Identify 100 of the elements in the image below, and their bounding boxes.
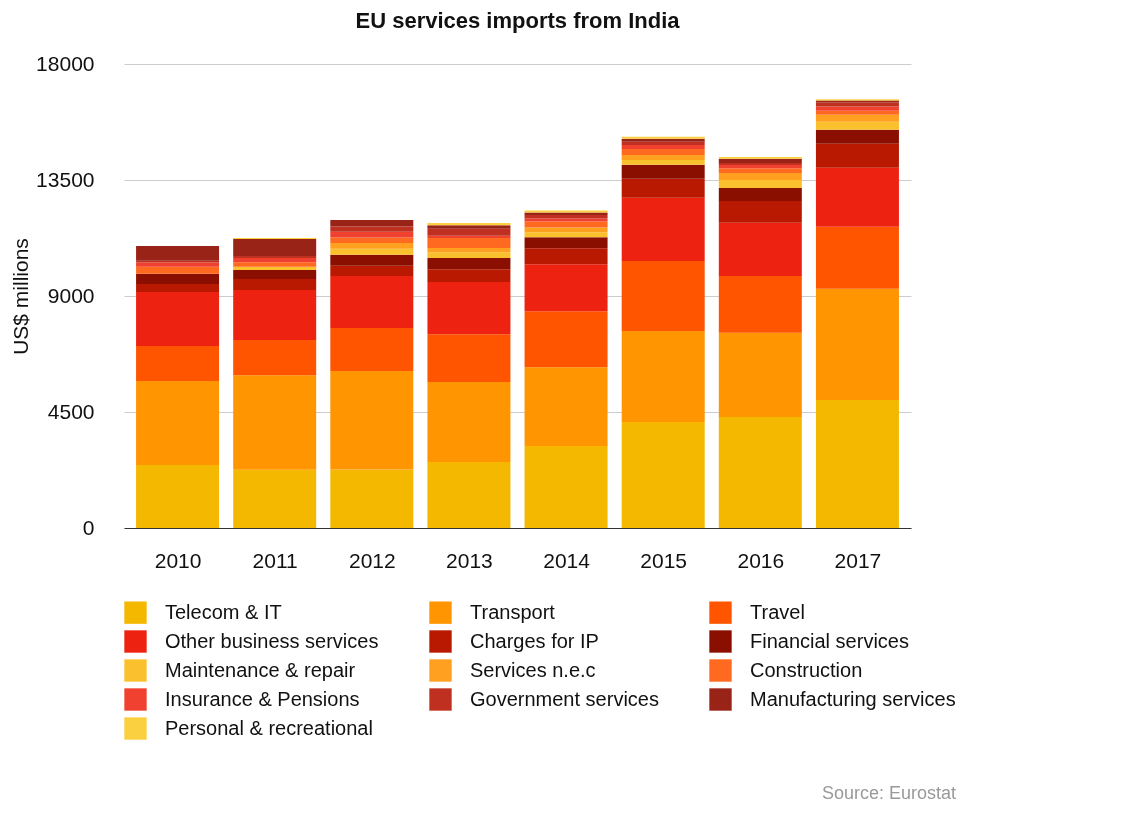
y-tick-label: 9000 bbox=[47, 283, 95, 307]
bar bbox=[524, 237, 608, 249]
legend-label: Financial services bbox=[750, 629, 909, 652]
bar bbox=[330, 242, 414, 249]
bar bbox=[718, 187, 802, 201]
bar bbox=[233, 256, 317, 259]
bar bbox=[718, 222, 802, 276]
bar bbox=[621, 144, 705, 150]
bar bbox=[815, 167, 899, 227]
bar bbox=[233, 269, 317, 279]
bar bbox=[621, 197, 705, 261]
bar bbox=[621, 260, 705, 332]
legend-label: Other business services bbox=[165, 629, 379, 652]
bar bbox=[815, 106, 899, 111]
bar bbox=[815, 129, 899, 144]
chart-title: EU services imports from India bbox=[355, 8, 681, 33]
legend-label: Personal & recreational bbox=[165, 716, 373, 739]
bar bbox=[330, 237, 414, 243]
bar bbox=[330, 248, 414, 255]
bar bbox=[136, 283, 220, 292]
bar bbox=[233, 262, 317, 267]
y-tick-label: 13500 bbox=[36, 167, 95, 191]
bar bbox=[136, 381, 220, 466]
bar bbox=[136, 266, 220, 274]
legend-label: Charges for IP bbox=[470, 629, 599, 652]
bar bbox=[815, 121, 899, 130]
bar bbox=[718, 200, 802, 223]
bar bbox=[718, 158, 802, 163]
bar bbox=[330, 327, 414, 372]
bar bbox=[233, 290, 317, 341]
y-axis-title: US$ millions bbox=[9, 238, 33, 355]
bar bbox=[718, 416, 802, 528]
bar bbox=[621, 422, 705, 528]
bar bbox=[718, 180, 802, 188]
bar bbox=[524, 446, 608, 528]
bar bbox=[718, 275, 802, 333]
bar bbox=[233, 375, 317, 470]
bar bbox=[427, 282, 511, 335]
bar bbox=[136, 245, 220, 261]
bar bbox=[233, 239, 317, 257]
bar bbox=[330, 219, 414, 227]
bar bbox=[718, 173, 802, 180]
bar bbox=[621, 331, 705, 423]
y-tick-label: 4500 bbox=[47, 399, 95, 423]
bar bbox=[815, 226, 899, 289]
bar bbox=[815, 114, 899, 122]
legend-label: Maintenance & repair bbox=[165, 658, 356, 681]
x-tick-label: 2016 bbox=[737, 548, 785, 572]
x-tick-label: 2015 bbox=[640, 548, 688, 572]
bar bbox=[427, 248, 511, 253]
bar bbox=[815, 288, 899, 400]
bar bbox=[621, 178, 705, 198]
bar bbox=[427, 238, 511, 249]
bar bbox=[815, 102, 899, 107]
bar bbox=[233, 469, 317, 528]
bar bbox=[524, 367, 608, 447]
bar bbox=[427, 334, 511, 383]
legend-label: Travel bbox=[750, 600, 805, 623]
bar bbox=[815, 143, 899, 168]
legend-label: Transport bbox=[470, 600, 556, 623]
bar bbox=[233, 278, 317, 291]
bar bbox=[330, 265, 414, 276]
bar bbox=[233, 340, 317, 376]
bar bbox=[330, 226, 414, 232]
bar bbox=[718, 168, 802, 174]
x-tick-label: 2010 bbox=[154, 548, 202, 572]
bar bbox=[330, 275, 414, 328]
x-tick-label: 2013 bbox=[446, 548, 493, 572]
bar bbox=[427, 462, 511, 528]
legend-label: Telecom & IT bbox=[165, 600, 282, 623]
bar bbox=[136, 291, 220, 347]
x-tick-label: 2011 bbox=[252, 548, 298, 572]
bar bbox=[233, 266, 317, 270]
legend-label: Services n.e.c bbox=[470, 658, 596, 681]
bar bbox=[815, 110, 899, 115]
bar bbox=[427, 258, 511, 270]
bar bbox=[524, 232, 608, 238]
bar bbox=[815, 399, 899, 528]
bar bbox=[621, 149, 705, 155]
source-note: Source: Eurostat bbox=[821, 783, 956, 803]
x-tick-label: 2012 bbox=[348, 548, 396, 572]
bar bbox=[524, 248, 608, 265]
bar bbox=[136, 273, 220, 284]
bar bbox=[427, 252, 511, 259]
bar bbox=[427, 269, 511, 283]
bar bbox=[330, 469, 414, 528]
bar bbox=[524, 311, 608, 368]
bar bbox=[136, 262, 220, 267]
legend-label: Construction bbox=[750, 658, 863, 681]
legend-label: Government services bbox=[470, 687, 659, 710]
bar bbox=[427, 382, 511, 463]
bar bbox=[718, 332, 802, 417]
y-tick-label: 0 bbox=[82, 515, 95, 539]
bar bbox=[330, 254, 414, 266]
bar bbox=[524, 264, 608, 312]
bar bbox=[136, 465, 220, 528]
bar bbox=[621, 159, 705, 165]
legend-label: Manufacturing services bbox=[750, 687, 956, 710]
bar bbox=[427, 228, 511, 236]
bar bbox=[330, 371, 414, 470]
